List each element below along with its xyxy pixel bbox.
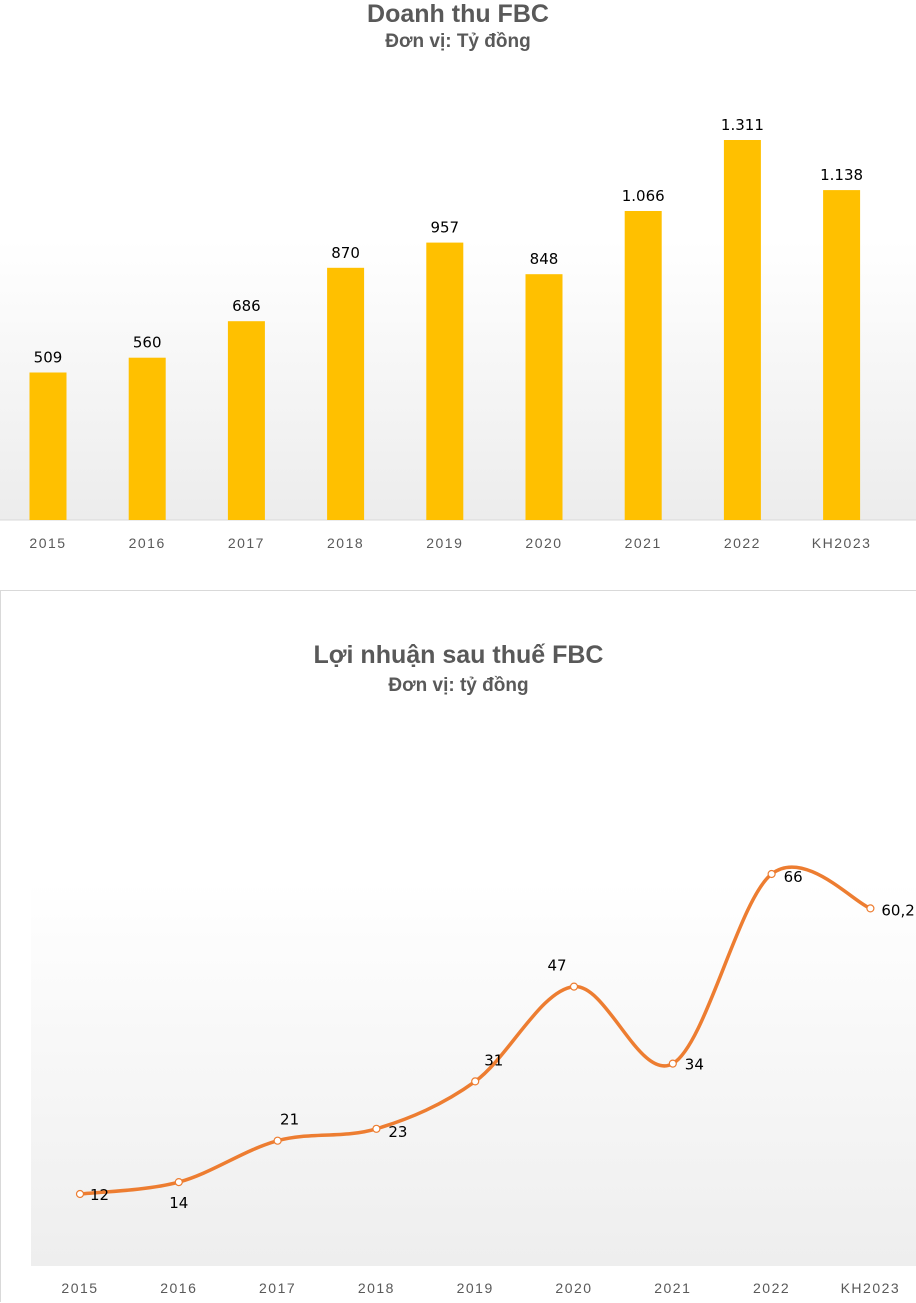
revenue-x-tick-label: 2015 [29, 535, 66, 551]
revenue-x-tick-label: 2017 [228, 535, 265, 551]
profit-data-point [767, 869, 776, 879]
profit-x-tick-label: 2018 [358, 1280, 395, 1296]
revenue-bar [525, 274, 563, 520]
revenue-bar [227, 321, 265, 520]
profit-chart: 12 14 21 23 31 47 34 66 60,2 2015 2016 2017 2018 201… [0, 590, 916, 1302]
profit-data-point [273, 1136, 282, 1145]
revenue-bar [426, 242, 464, 520]
profit-data-point [75, 1189, 85, 1199]
profit-data-label: 23 [388, 1123, 407, 1141]
revenue-data-label: 957 [430, 219, 459, 237]
profit-data-label: 34 [685, 1056, 704, 1074]
revenue-data-label: 560 [133, 334, 162, 352]
profit-data-label: 21 [280, 1111, 299, 1129]
profit-data-point [372, 1124, 381, 1133]
revenue-data-label: 509 [34, 349, 63, 367]
revenue-x-tick-label: 2018 [327, 535, 364, 551]
revenue-x-tick-label: 2020 [525, 535, 562, 551]
profit-data-label: 31 [484, 1051, 503, 1069]
revenue-data-label: 870 [331, 244, 360, 262]
revenue-bar [128, 357, 166, 520]
profit-plot-background [31, 881, 916, 1266]
revenue-x-tick-label: 2021 [625, 535, 662, 551]
revenue-bar [624, 211, 662, 520]
profit-x-tick-label: KH2023 [841, 1280, 901, 1296]
revenue-chart-plot: 509 560 686 870 957 848 1.066 1.311 1.138 2015 20… [0, 116, 916, 551]
profit-data-point [569, 982, 579, 991]
revenue-chart: 509 560 686 870 957 848 1.066 1.311 1.138 2015 20… [0, 0, 916, 580]
profit-x-tick-label: 2019 [457, 1280, 494, 1296]
profit-data-label: 14 [169, 1194, 188, 1212]
profit-x-tick-label: 2020 [555, 1280, 592, 1296]
revenue-x-tick-label: 2016 [129, 535, 166, 551]
revenue-chart-title: Doanh thu FBC [367, 0, 549, 28]
profit-data-point [866, 904, 875, 913]
profit-x-tick-label: 2015 [61, 1280, 98, 1296]
profit-chart-plot: 12 14 21 23 31 47 34 66 60,2 2015 2016 2017 2018 201… [31, 865, 916, 1296]
revenue-data-label: 1.138 [820, 166, 863, 184]
revenue-data-label: 848 [530, 250, 559, 268]
profit-data-point [668, 1059, 677, 1068]
revenue-bar [823, 190, 861, 520]
profit-chart-title: Lợi nhuận sau thuế FBC [313, 641, 604, 669]
profit-data-point [471, 1077, 480, 1086]
revenue-data-label: 1.066 [622, 187, 665, 205]
revenue-bar [327, 267, 365, 520]
profit-x-tick-label: 2017 [259, 1280, 296, 1296]
profit-data-label: 12 [90, 1186, 109, 1204]
profit-x-tick-label: 2022 [753, 1280, 790, 1296]
profit-data-label: 60,2 [881, 901, 914, 919]
profit-chart-subtitle: Đơn vị: tỷ đồng [388, 675, 529, 696]
revenue-bar [723, 140, 761, 520]
profit-data-label: 47 [547, 957, 566, 975]
profit-series-line [78, 865, 873, 1196]
revenue-bar [29, 372, 67, 520]
revenue-x-tick-label: 2019 [426, 535, 463, 551]
profit-x-tick-label: 2021 [654, 1280, 691, 1296]
profit-data-point [174, 1177, 183, 1187]
revenue-data-label: 1.311 [721, 116, 764, 134]
profit-data-label: 66 [784, 868, 803, 886]
revenue-data-label: 686 [232, 297, 261, 315]
revenue-x-tick-label: KH2023 [812, 535, 872, 551]
profit-x-tick-label: 2016 [160, 1280, 197, 1296]
revenue-x-tick-label: 2022 [724, 535, 761, 551]
revenue-chart-subtitle: Đơn vị: Tỷ đồng [385, 31, 531, 52]
